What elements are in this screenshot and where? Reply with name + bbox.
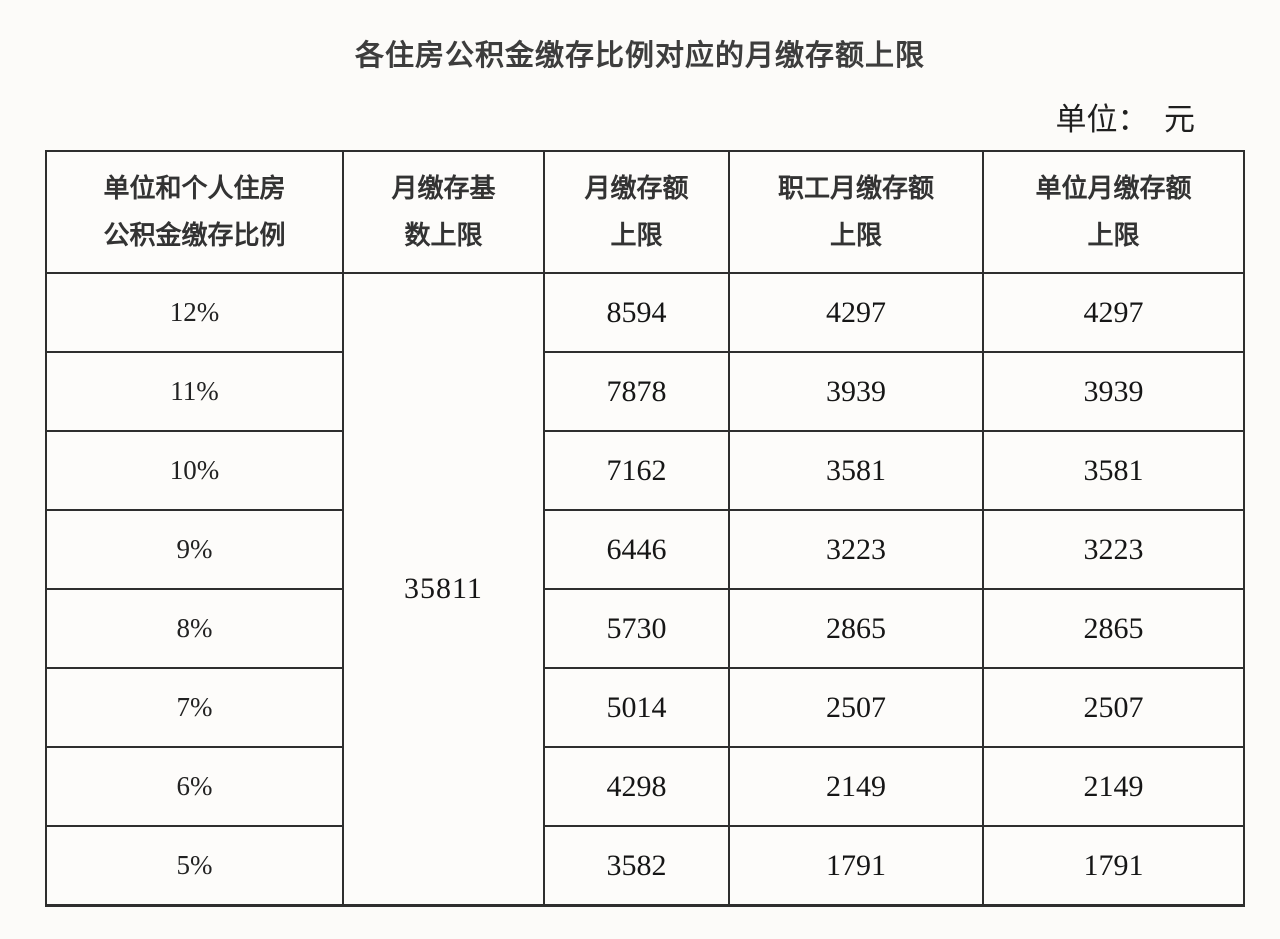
table-row: 11% 7878 3939 3939 <box>45 351 1245 432</box>
employer-cap-cell: 2149 <box>982 746 1245 827</box>
ratio-cell: 8% <box>45 588 344 669</box>
header-text-line: 上限 <box>829 220 882 250</box>
ratio-cell: 6% <box>45 746 344 827</box>
page-title: 各住房公积金缴存比例对应的月缴存额上限 <box>354 40 925 72</box>
table-row: 7% 5014 2507 2507 <box>45 667 1245 748</box>
monthly-cap-cell: 8594 <box>543 272 730 353</box>
employer-cap-cell: 2507 <box>982 667 1245 748</box>
header-cell-employer-cap: 单位月缴存额 上限 <box>982 150 1245 274</box>
table-row: 10% 7162 3581 3581 <box>45 430 1245 511</box>
employer-cap-cell: 2865 <box>982 588 1245 669</box>
table-row: 9% 6446 3223 3223 <box>45 509 1245 590</box>
table-row: 5% 3582 1791 1791 <box>45 825 1245 907</box>
monthly-cap-cell: 6446 <box>543 509 730 590</box>
employer-cap-cell: 3223 <box>982 509 1245 590</box>
header-text-line: 单位月缴存额 <box>1035 173 1192 203</box>
employer-cap-cell: 1791 <box>982 825 1245 907</box>
monthly-cap-cell: 7162 <box>543 430 730 511</box>
employee-cap-cell: 4297 <box>728 272 984 353</box>
header-cell-base-cap: 月缴存基 数上限 <box>342 150 545 274</box>
monthly-cap-cell: 5014 <box>543 667 730 748</box>
contribution-cap-table: 单位和个人住房 公积金缴存比例 月缴存基 数上限 月缴存额 上限 职工月缴存额 … <box>45 150 1245 907</box>
table-row: 6% 4298 2149 2149 <box>45 746 1245 827</box>
employee-cap-cell: 2149 <box>728 746 984 827</box>
header-text-line: 上限 <box>1087 220 1140 250</box>
monthly-cap-cell: 5730 <box>543 588 730 669</box>
ratio-cell: 9% <box>45 509 344 590</box>
ratio-cell: 11% <box>45 351 344 432</box>
header-text-line: 月缴存基 <box>391 173 496 203</box>
header-text-line: 月缴存额 <box>584 173 689 203</box>
header-text-line: 公积金缴存比例 <box>103 220 286 250</box>
header-text-line: 单位和个人住房 <box>103 173 286 203</box>
monthly-cap-cell: 3582 <box>543 825 730 907</box>
table-body: 12% 35811 8594 4297 4297 11% 7878 3939 3… <box>45 272 1245 907</box>
employee-cap-cell: 2865 <box>728 588 984 669</box>
monthly-cap-cell: 7878 <box>543 351 730 432</box>
header-text-line: 职工月缴存额 <box>777 173 934 203</box>
header-text-line: 数上限 <box>404 220 483 250</box>
ratio-cell: 10% <box>45 430 344 511</box>
header-cell-employee-cap: 职工月缴存额 上限 <box>728 150 984 274</box>
ratio-cell: 5% <box>45 825 344 907</box>
table-row: 8% 5730 2865 2865 <box>45 588 1245 669</box>
header-cell-contribution-ratio: 单位和个人住房 公积金缴存比例 <box>45 150 344 274</box>
employee-cap-cell: 3223 <box>728 509 984 590</box>
header-text-line: 上限 <box>610 220 663 250</box>
employer-cap-cell: 3939 <box>982 351 1245 432</box>
table-row: 12% 35811 8594 4297 4297 <box>45 272 1245 907</box>
employee-cap-cell: 3939 <box>728 351 984 432</box>
unit-label: 单位： 元 <box>1055 102 1196 137</box>
header-cell-monthly-cap: 月缴存额 上限 <box>543 150 730 274</box>
table-header: 单位和个人住房 公积金缴存比例 月缴存基 数上限 月缴存额 上限 职工月缴存额 … <box>45 150 1245 274</box>
ratio-cell: 12% <box>45 272 344 353</box>
employee-cap-cell: 3581 <box>728 430 984 511</box>
base-cap-cell: 35811 <box>342 272 545 907</box>
employee-cap-cell: 2507 <box>728 667 984 748</box>
employer-cap-cell: 4297 <box>982 272 1245 353</box>
monthly-cap-cell: 4298 <box>543 746 730 827</box>
employee-cap-cell: 1791 <box>728 825 984 907</box>
ratio-cell: 7% <box>45 667 344 748</box>
employer-cap-cell: 3581 <box>982 430 1245 511</box>
